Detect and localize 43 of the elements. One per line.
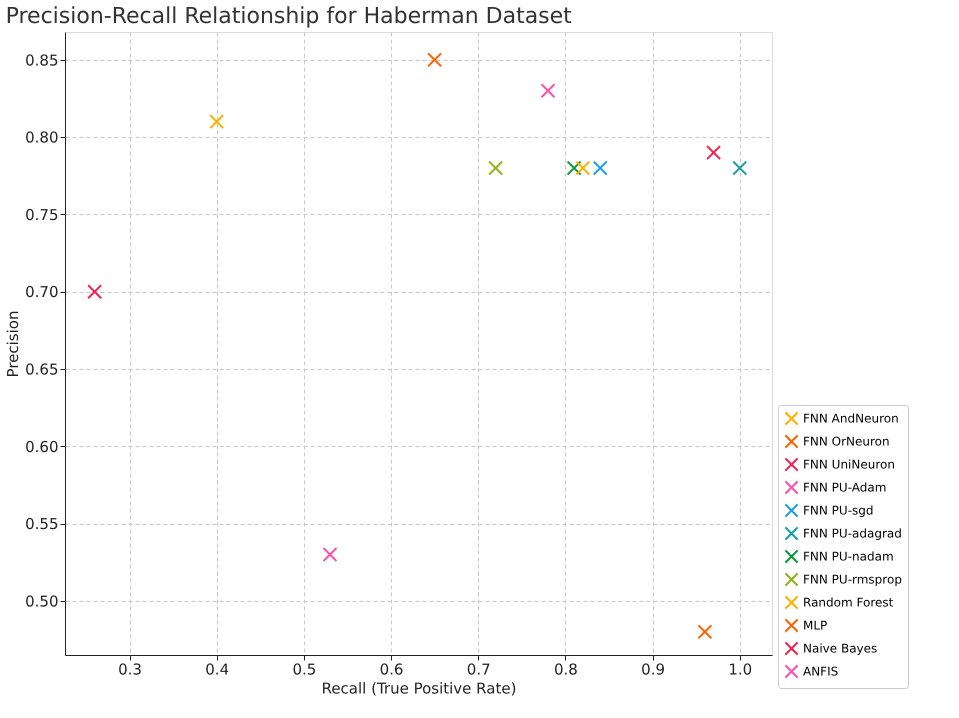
y-tick-label: 0.50 <box>25 592 58 610</box>
legend-label: Random Forest <box>803 596 894 610</box>
y-axis-title: Precision <box>4 310 22 378</box>
legend-label: FNN AndNeuron <box>803 412 899 426</box>
legend-label: ANFIS <box>803 664 838 678</box>
x-tick-label: 0.6 <box>380 660 404 678</box>
legend-label: FNN OrNeuron <box>803 434 890 448</box>
x-tick-label: 0.7 <box>466 660 491 678</box>
legend-label: FNN PU-sgd <box>803 504 874 518</box>
point <box>209 114 224 130</box>
point <box>322 546 338 562</box>
legend-label: FNN PU-nadam <box>803 550 894 564</box>
y-tick-label: 0.65 <box>25 360 58 379</box>
y-tick-label: 0.80 <box>25 128 58 147</box>
legend-label: FNN PU-Adam <box>803 480 886 494</box>
y-tick-label: 0.70 <box>25 283 58 302</box>
point <box>87 284 102 300</box>
point <box>427 52 442 68</box>
point <box>592 160 608 176</box>
x-tick-label: 0.4 <box>205 660 230 678</box>
x-tick-label: 0.3 <box>118 660 142 678</box>
point <box>540 83 556 98</box>
point <box>566 160 582 176</box>
legend-label: FNN PU-adagrad <box>803 526 902 540</box>
legend-label: FNN PU-rmsprop <box>803 572 902 586</box>
x-tick-label: 0.5 <box>292 660 316 678</box>
point <box>488 160 504 176</box>
y-tick-label: 0.85 <box>25 51 58 70</box>
legend-label: Naive Bayes <box>803 642 878 656</box>
x-tick-label: 0.9 <box>641 660 665 678</box>
legend-label: FNN UniNeuron <box>803 458 895 472</box>
point <box>697 624 712 640</box>
point <box>706 145 722 160</box>
legend-label: MLP <box>803 618 828 632</box>
x-axis-title: Recall (True Positive Rate) <box>322 680 516 698</box>
y-tick-label: 0.75 <box>25 206 58 224</box>
x-tick-label: 1.0 <box>728 660 752 678</box>
x-tick-label: 0.8 <box>554 660 578 678</box>
point <box>732 160 748 176</box>
chart-title: Precision-Recall Relationship for Haberman Dataset <box>6 4 572 29</box>
y-tick-label: 0.55 <box>25 515 58 534</box>
point <box>575 160 590 176</box>
y-tick-label: 0.60 <box>25 438 58 456</box>
